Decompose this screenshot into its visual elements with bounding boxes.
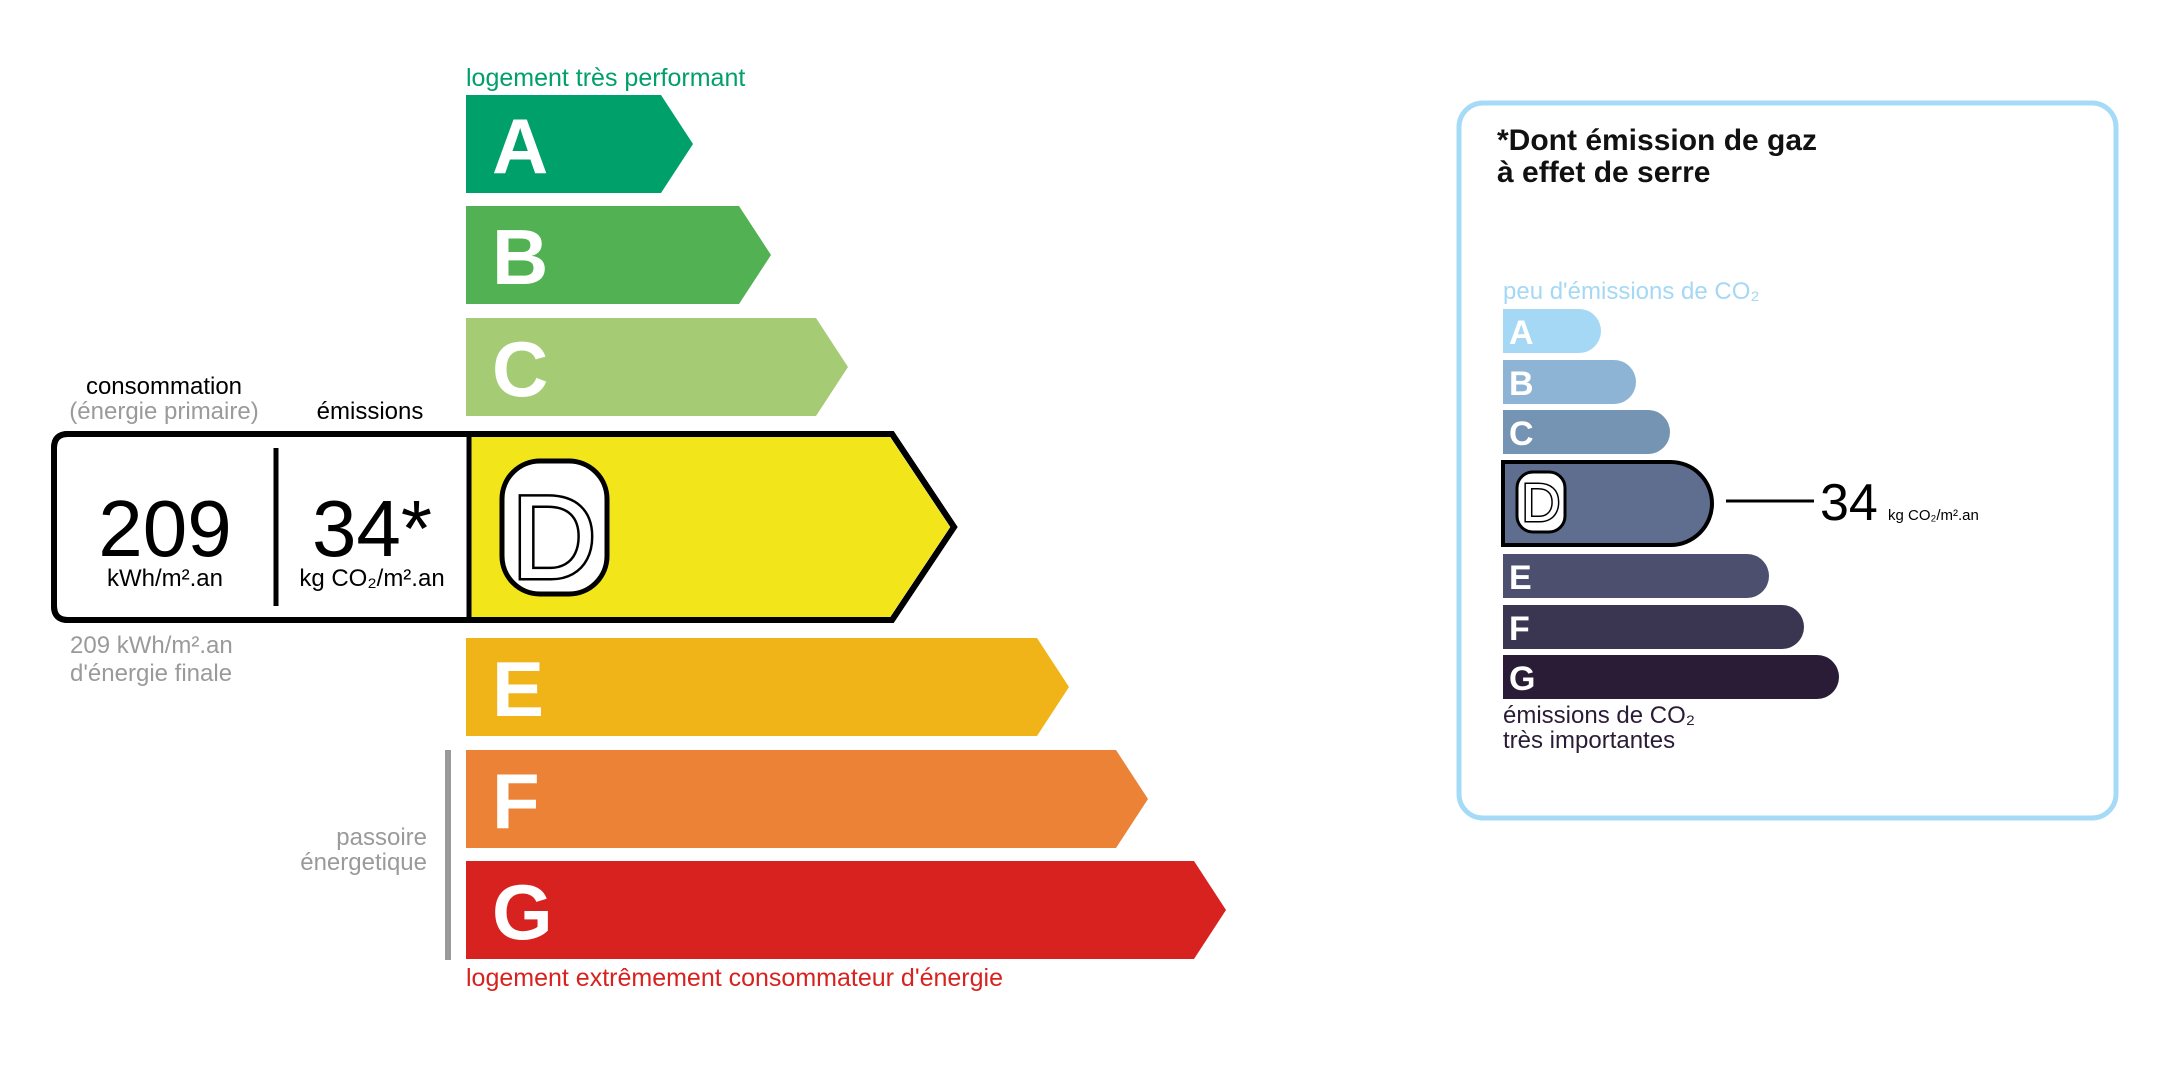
energy-bar-A: A	[466, 95, 693, 193]
ges-bottom-label-1: émissions de CO₂	[1503, 702, 1695, 729]
energy-bar-letter: B	[492, 213, 548, 301]
ges-title-1: *Dont émission de gaz	[1497, 124, 1817, 157]
ges-bar-letter: C	[1509, 415, 1534, 453]
energy-bar-G: G	[466, 861, 1226, 959]
ges-bar-A: A	[1503, 309, 1601, 353]
passoire-label-2: énergetique	[300, 849, 427, 876]
ges-bar-C: C	[1503, 410, 1670, 454]
ges-bar-letter: F	[1509, 610, 1530, 648]
energy-bar-B: B	[466, 206, 771, 304]
ges-value: 34	[1820, 474, 1878, 532]
final-energy-value: 209 kWh/m².an	[70, 632, 233, 659]
energy-top-label: logement très performant	[466, 64, 745, 92]
ges-bar-F: F	[1503, 605, 1804, 649]
ges-bar-B: B	[1503, 360, 1636, 404]
consumption-subheader: (énergie primaire)	[69, 398, 258, 425]
ges-current-letter: D	[1522, 473, 1561, 533]
energy-bar-F: F	[466, 750, 1148, 848]
ges-bar-letter: B	[1509, 365, 1534, 403]
ges-bar-letter: E	[1509, 559, 1532, 597]
energy-bar-letter: C	[492, 325, 548, 413]
consumption-header: consommation	[86, 373, 242, 400]
energy-current-letter: D	[511, 472, 596, 604]
emissions-header: émissions	[317, 398, 424, 425]
final-energy-label: d'énergie finale	[70, 660, 232, 687]
ges-bar-G: G	[1503, 655, 1839, 699]
ges-bar-D: D	[1501, 460, 1714, 547]
energy-bar-letter: F	[492, 757, 540, 845]
energy-bar-C: C	[466, 318, 848, 416]
energy-bar-letter: G	[492, 868, 553, 956]
ges-bottom-label-2: très importantes	[1503, 727, 1675, 754]
emissions-value: 34*	[312, 484, 432, 573]
consumption-unit: kWh/m².an	[107, 565, 223, 592]
consumption-value: 209	[98, 484, 231, 573]
ges-bar-letter: A	[1509, 314, 1534, 352]
ges-bar-E: E	[1503, 554, 1769, 598]
ges-title-2: à effet de serre	[1497, 156, 1710, 189]
energy-bar-letter: E	[492, 645, 544, 733]
energy-current-letter-badge	[499, 458, 610, 597]
ges-unit: kg CO₂/m².an	[1888, 507, 1979, 524]
energy-bottom-label: logement extrêmement consommateur d'éner…	[466, 964, 1003, 992]
ges-top-label: peu d'émissions de CO₂	[1503, 278, 1760, 305]
ges-bar-letter: G	[1509, 660, 1535, 698]
energy-current-box: D	[51, 431, 958, 623]
emissions-unit: kg CO₂/m².an	[299, 565, 444, 592]
passoire-label-1: passoire	[336, 824, 427, 851]
energy-bar-E: E	[466, 638, 1069, 736]
energy-bar-letter: A	[492, 102, 548, 190]
